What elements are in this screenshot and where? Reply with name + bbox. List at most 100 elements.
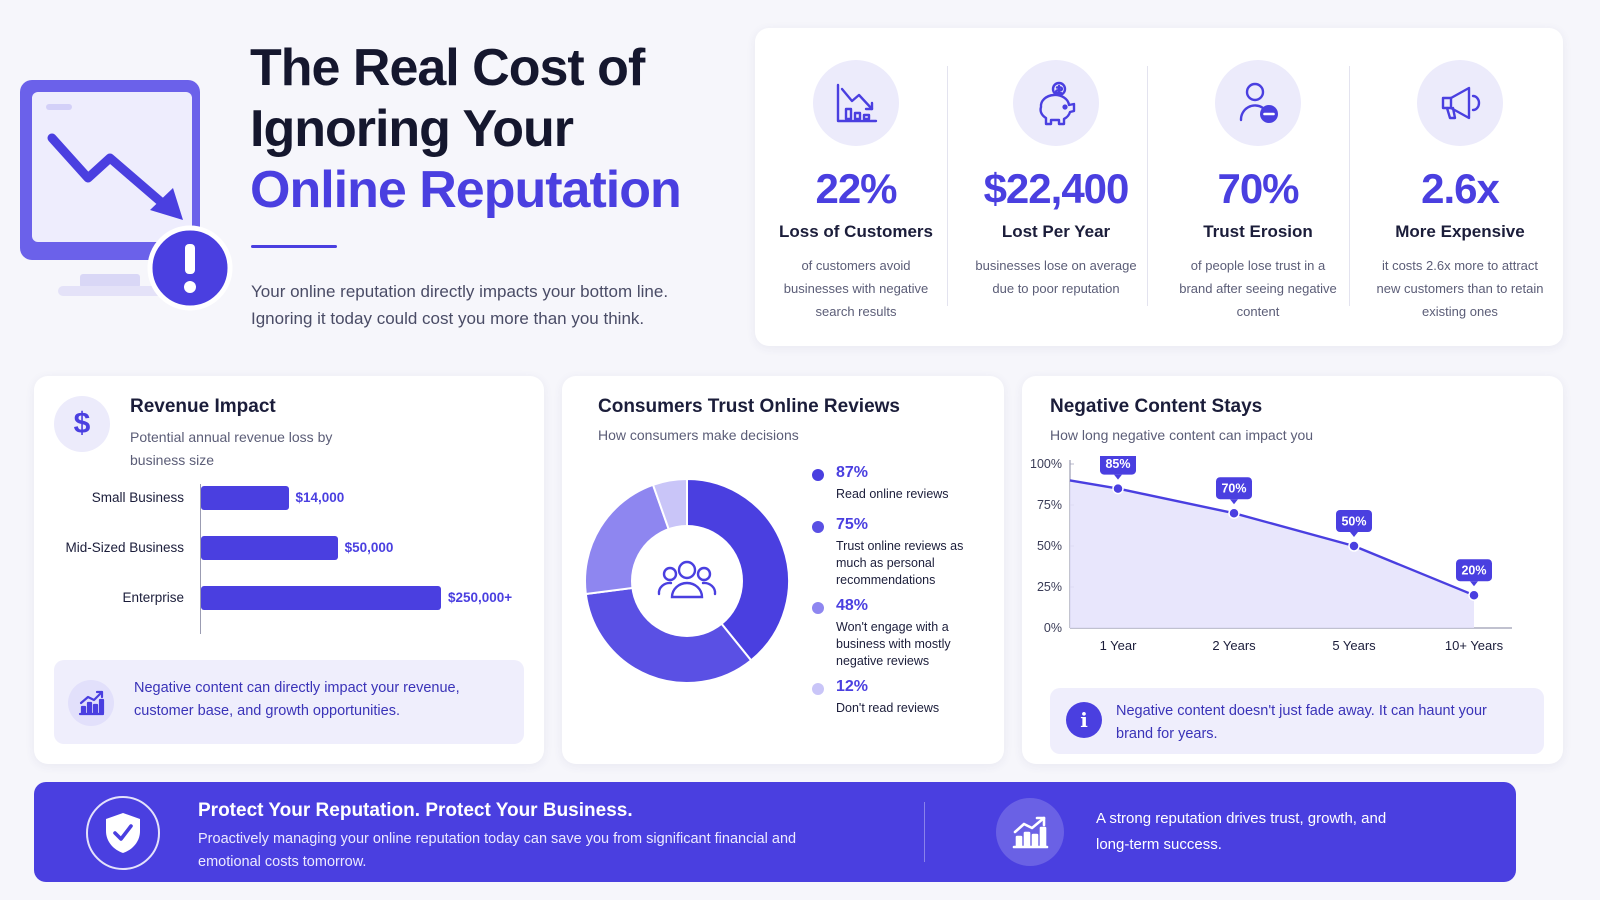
stat-label: Lost Per Year: [1001, 222, 1111, 241]
y-tick-label: 50%: [1037, 539, 1062, 553]
user-minus-icon: [1215, 60, 1301, 146]
piggy-bank-icon: [1013, 60, 1099, 146]
legend-label: Trust online reviews as much as personal…: [836, 539, 964, 587]
stat-label: More Expensive: [1395, 222, 1525, 241]
donut-legend: 87% Read online reviews 75% Trust online re…: [562, 376, 1004, 764]
stat-value: 70%: [1217, 165, 1299, 212]
chart-down-icon: [813, 60, 899, 146]
donut-hole: [631, 525, 743, 637]
stat-description: it costs 2.6x more to attract new custom…: [1376, 258, 1544, 319]
data-point: [1348, 540, 1360, 552]
data-value-label: 50%: [1341, 515, 1366, 529]
legend-dot: [812, 521, 824, 533]
y-tick-label: 25%: [1037, 580, 1062, 594]
banner-text: Proactively managing your online reputat…: [198, 831, 797, 870]
data-label-badge: [1456, 559, 1492, 582]
hero-illustration: [18, 78, 243, 318]
data-label-pointer: [1350, 532, 1358, 537]
legend-label: Read online reviews: [836, 487, 949, 501]
y-tick-label: 100%: [1030, 457, 1062, 471]
stat-more-expensive: 2.6x More Expensive it costs 2.6x more t…: [1359, 28, 1561, 346]
negative-content-note: i Negative content doesn't just fade awa…: [1050, 688, 1544, 754]
title-underline: [251, 245, 337, 248]
stat-lost-per-year: $22,400 Lost Per Year businesses lose on…: [955, 28, 1157, 346]
legend-dot: [812, 469, 824, 481]
stat-label: Trust Erosion: [1203, 222, 1313, 241]
legend-label: Don't read reviews: [836, 701, 940, 715]
x-tick-label: 1 Year: [1100, 638, 1138, 653]
data-label-pointer: [1230, 499, 1238, 505]
data-label-pointer: [1470, 581, 1478, 587]
card-title: Negative Content Stays: [1050, 396, 1263, 417]
card-subtitle: How consumers make decisions: [598, 427, 799, 443]
stat-description: of customers avoid businesses with negat…: [783, 258, 929, 319]
hero-subtitle: Your online reputation directly impacts …: [251, 282, 669, 328]
bar-category-label: Mid-Sized Business: [65, 540, 184, 555]
revenue-bar: [201, 586, 441, 610]
title-line-1: The Real Cost of: [250, 39, 645, 97]
stat-divider: [947, 66, 948, 306]
data-value-label: 20%: [1461, 564, 1486, 578]
legend-percent: 75%: [836, 516, 869, 533]
data-label-badge: [1216, 477, 1252, 500]
data-point: [1228, 507, 1240, 519]
legend-label: Won't engage with a business with mostly…: [836, 620, 951, 668]
card-subtitle: How long negative content can impact you: [1050, 427, 1314, 443]
stat-value: $22,400: [983, 165, 1130, 212]
data-point: [1468, 589, 1480, 601]
y-tick-label: 0%: [1044, 621, 1062, 635]
negative-content-card: Negative Content Stays How long negative…: [1022, 376, 1563, 764]
stat-value: 2.6x: [1421, 165, 1500, 212]
growth-chart-icon: [996, 798, 1064, 866]
cta-banner: Protect Your Reputation. Protect Your Bu…: [34, 782, 1516, 882]
stat-label: Loss of Customers: [779, 222, 933, 241]
stat-trust-erosion: 70% Trust Erosion of people lose trust i…: [1157, 28, 1359, 346]
stat-loss-of-customers: 22% Loss of Customers of customers avoid…: [755, 28, 957, 346]
users-icon: [657, 560, 717, 599]
info-icon: i: [1066, 702, 1102, 738]
title-line-2: Ignoring Your: [250, 100, 574, 158]
x-tick-label: 5 Years: [1332, 638, 1376, 653]
growth-chart-icon: [68, 680, 114, 726]
data-label-badge: [1336, 510, 1372, 532]
bar-value-label: $50,000: [344, 540, 394, 555]
negative-content-line-chart: 0% 25% 50% 75% 100% 85% 1 Year 70% 2 Years 50% 5 Y…: [1030, 456, 1512, 653]
data-label-badge: [1100, 456, 1136, 475]
card-title: Consumers Trust Online Reviews: [598, 396, 900, 417]
stat-description: of people lose trust in a brand after se…: [1179, 258, 1337, 319]
legend-percent: 87%: [836, 464, 869, 481]
revenue-bar: [201, 536, 338, 560]
card-subtitle: Potential annual revenue loss by busines…: [130, 429, 333, 468]
area-fill: [1070, 480, 1474, 628]
trust-donut-chart: [584, 477, 790, 684]
stats-card: 22% Loss of Customers of customers avoid…: [755, 28, 1563, 346]
bar-value-label: $14,000: [295, 490, 345, 505]
data-point: [1112, 482, 1124, 495]
page-title: The Real Cost of Ignoring Your Online Re…: [250, 38, 720, 221]
dollar-icon: $: [54, 396, 110, 452]
stat-divider: [1147, 66, 1148, 306]
stat-description: businesses lose on average due to poor r…: [975, 258, 1137, 296]
bar-value-label: $250,000+: [448, 590, 513, 605]
negative-content-note-text: Negative content doesn't just fade away.…: [1116, 703, 1487, 742]
x-tick-label: 2 Years: [1212, 638, 1256, 653]
y-tick-label: 75%: [1037, 498, 1062, 512]
megaphone-icon: [1417, 60, 1503, 146]
revenue-impact-card: $ Revenue Impact Potential annual revenu…: [34, 376, 544, 764]
data-label-pointer: [1114, 474, 1122, 480]
bar-chart-axis: [200, 484, 201, 634]
monitor-downtrend-alert-icon: [20, 80, 233, 311]
consumer-trust-card: Consumers Trust Online Reviews How consu…: [562, 376, 1004, 764]
legend-percent: 12%: [836, 678, 869, 695]
revenue-note: Negative content can directly impact you…: [54, 660, 524, 744]
bar-category-label: Enterprise: [122, 590, 184, 605]
stat-divider: [1349, 66, 1350, 306]
revenue-bar: [201, 486, 289, 510]
title-line-3: Online Reputation: [250, 161, 682, 219]
card-title: Revenue Impact: [130, 396, 276, 417]
legend-percent: 48%: [836, 597, 869, 614]
bar-category-label: Small Business: [91, 490, 184, 505]
data-value-label: 85%: [1105, 457, 1130, 471]
revenue-note-text: Negative content can directly impact you…: [134, 680, 460, 719]
shield-check-icon: [86, 796, 160, 870]
